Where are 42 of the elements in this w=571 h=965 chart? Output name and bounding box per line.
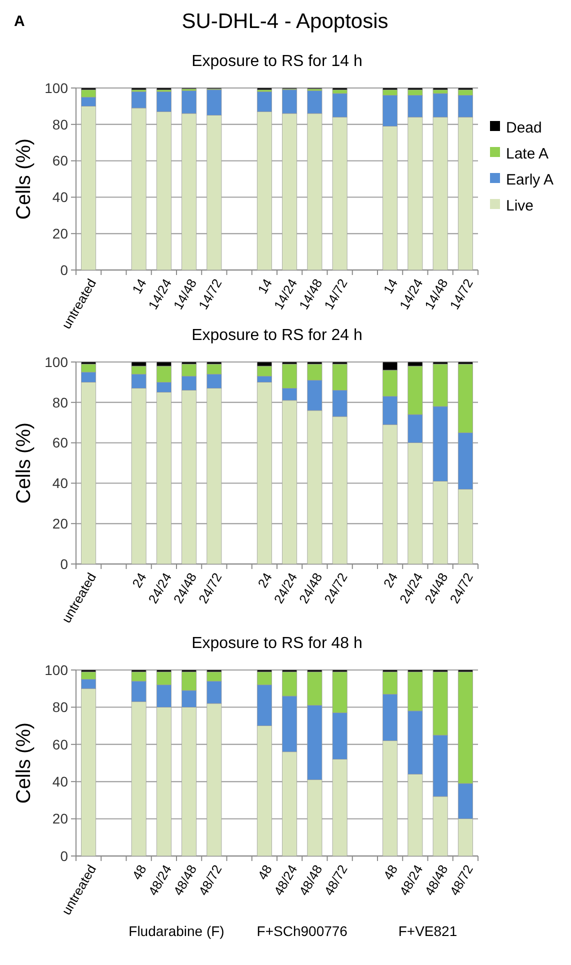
chart-title: Exposure to RS for 24 h [192,327,362,344]
y-tick-label: 20 [52,810,68,827]
y-tick-label: 80 [52,116,68,132]
y-tick-label: 40 [52,475,68,492]
text: F+VE821 [398,923,458,939]
y-tick-label: 100 [44,662,68,678]
x-tick-label: 24 [129,570,150,590]
y-tick-label: 40 [52,189,68,206]
x-tick-label: 14 [254,276,275,296]
text: F+SCh900776 [256,923,348,939]
y-tick-label: 20 [52,516,68,532]
y-tick-label: 80 [52,394,68,410]
x-tick-label: 24 [254,570,275,590]
y-tick-label: 100 [44,80,68,96]
y-tick-label: 60 [52,434,68,451]
y-tick-label: 20 [52,226,68,242]
x-tick-label: 48 [129,862,150,882]
x-tick-label: 48 [254,862,275,882]
y-tick-label: 60 [52,152,68,169]
y-tick-label: 60 [52,736,68,752]
legend-label: Dead [506,119,542,136]
chart-subtitle: Exposure to RS for 14 h [192,53,362,70]
chart-title: Exposure to RS for 48 h [192,635,362,652]
y-tick-label: 80 [52,699,68,716]
y-tick-label: 0 [60,262,68,278]
y-axis-title: Cells (%) [13,422,35,504]
x-tick-label: 24 [380,570,401,590]
x-tick-label: 14 [380,276,401,296]
x-tick-label: 48 [380,862,401,882]
text: Fludarabine (F) [128,923,224,939]
y-tick-label: 40 [52,774,68,790]
y-tick-label: 100 [44,354,68,370]
y-axis-title: Cells (%) [13,138,35,220]
chart-title: SU-DHL-4 - Apoptosis [182,10,388,33]
y-tick-label: 0 [60,848,68,864]
y-axis-title: Cells (%) [13,722,35,804]
legend-label: Late A [506,145,549,162]
legend-label: Early A [506,171,554,188]
x-tick-label: 14 [129,276,150,296]
text: A [14,13,25,30]
y-tick-label: 0 [60,556,68,572]
legend-label: Live [506,197,534,214]
